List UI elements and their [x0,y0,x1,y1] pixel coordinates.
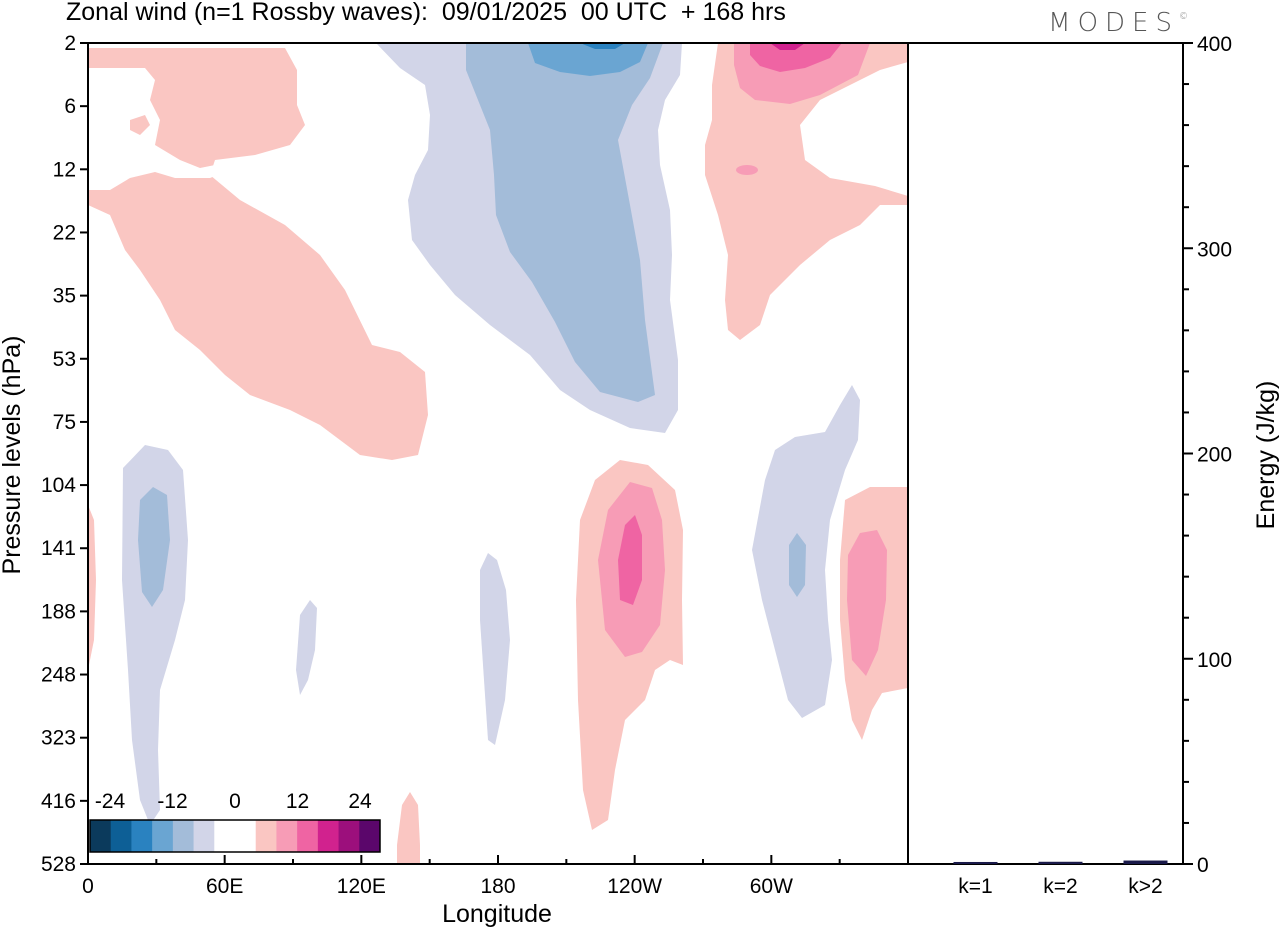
x-tick-label: 120W [607,875,662,898]
energy-tick-label: 0 [1197,854,1209,877]
contour-negative-2-upper [466,43,663,402]
y-axis: 2 6 12 22 35 53 75 104 141 188 248 323 416 528 [41,32,88,876]
energy-bar [1123,860,1168,864]
colorbar-swatch [235,820,257,852]
y-tick-label: 75 [53,411,76,434]
contour-positive-1-upper-west [88,48,428,460]
colorbar-frame [89,819,381,853]
colorbar-tick-label: -12 [157,790,187,813]
colorbar: -24 -12 0 12 24 [89,790,381,853]
y-tick-label: 528 [41,853,76,876]
x-tick-label: 60E [206,875,243,898]
colorbar-swatch [338,820,360,852]
y-tick-label: 12 [53,158,76,181]
energy-tick-label: 200 [1197,444,1232,467]
colorbar-swatch [255,820,277,852]
energy-bar-label: k=1 [958,875,992,898]
y-axis-title: Pressure levels (hPa) [0,336,26,575]
colorbar-swatch [214,820,236,852]
contour-positive-2-lower-east [847,530,887,676]
y-tick-label: 53 [53,348,76,371]
y-tick-label: 35 [53,285,76,308]
energy-axis-title: Energy (J/kg) [1252,381,1280,530]
y-tick-label: 141 [41,537,76,560]
chart-title: Zonal wind (n=1 Rossby waves): 09/01/202… [66,0,786,26]
energy-bar [953,861,998,864]
energy-bar [1038,861,1083,864]
colorbar-swatch [110,820,132,852]
colorbar-swatch [90,820,112,852]
energy-tick-label: 400 [1197,33,1232,56]
x-axis: 0 60E 120E 180 120W 60W [82,855,909,898]
energy-tick-label: 300 [1197,238,1232,261]
energy-tick-label: 100 [1197,649,1232,672]
colorbar-swatch [317,820,340,852]
y-tick-label: 104 [41,474,76,497]
x-tick-label: 0 [82,875,94,898]
colorbar-swatch [276,820,298,852]
colorbar-tick-label: 0 [229,790,241,813]
contour-negative-3-upper [528,43,648,76]
energy-axis: 0 100 200 300 400 [1183,33,1232,877]
contour-edge-detail [88,68,225,190]
contour-positive-3-central [618,515,642,605]
y-tick-label: 323 [41,727,76,750]
contour-negative-2-lower-east [789,533,806,597]
colorbar-tick-label: 24 [348,790,372,813]
colorbar-swatch [131,820,153,852]
y-tick-label: 248 [41,664,76,687]
y-tick-label: 6 [64,95,76,118]
contour-negative-2-lower-west [138,487,170,607]
y-tick-label: 188 [41,600,76,623]
colorbar-swatch [193,820,215,852]
contour-positive-1-bottom [397,792,420,864]
colorbar-tick-label: 12 [286,790,309,813]
energy-bars: k=1 k=2 k>2 [953,860,1168,898]
contour-positive-small-blob [736,165,758,175]
x-tick-label: 180 [480,875,515,898]
energy-panel-frame [907,42,1184,865]
contour-negative-1-central [480,553,510,745]
contour-positive-4-upper-east [770,43,805,50]
logo-mark: © [1179,12,1188,22]
x-tick-label: 60W [750,875,793,898]
y-tick-label: 416 [41,790,76,813]
colorbar-swatch [172,820,195,852]
y-tick-label: 2 [64,32,76,55]
contour-negative-1-small [296,600,317,695]
energy-bar-label: k=2 [1043,875,1077,898]
x-axis-title: Longitude [442,900,552,928]
contour-positive-3-upper-east [750,43,842,72]
contour-negative-1-lower-east [752,385,860,718]
logo-text: MODES [1048,8,1179,38]
colorbar-tick-label: -24 [95,790,126,813]
y-tick-label: 22 [53,221,76,244]
energy-bar-label: k>2 [1128,875,1162,898]
contour-negative-4-upper [580,43,625,49]
modes-logo: MODES© [1048,8,1188,38]
colorbar-swatch [359,820,381,852]
colorbar-swatch [152,820,174,852]
contour-positive-1-upper-east [705,43,908,340]
colorbar-swatch [297,820,319,852]
x-tick-label: 120E [337,875,386,898]
contour-positive-1-left-edge [88,505,96,670]
contour-field [88,43,908,864]
